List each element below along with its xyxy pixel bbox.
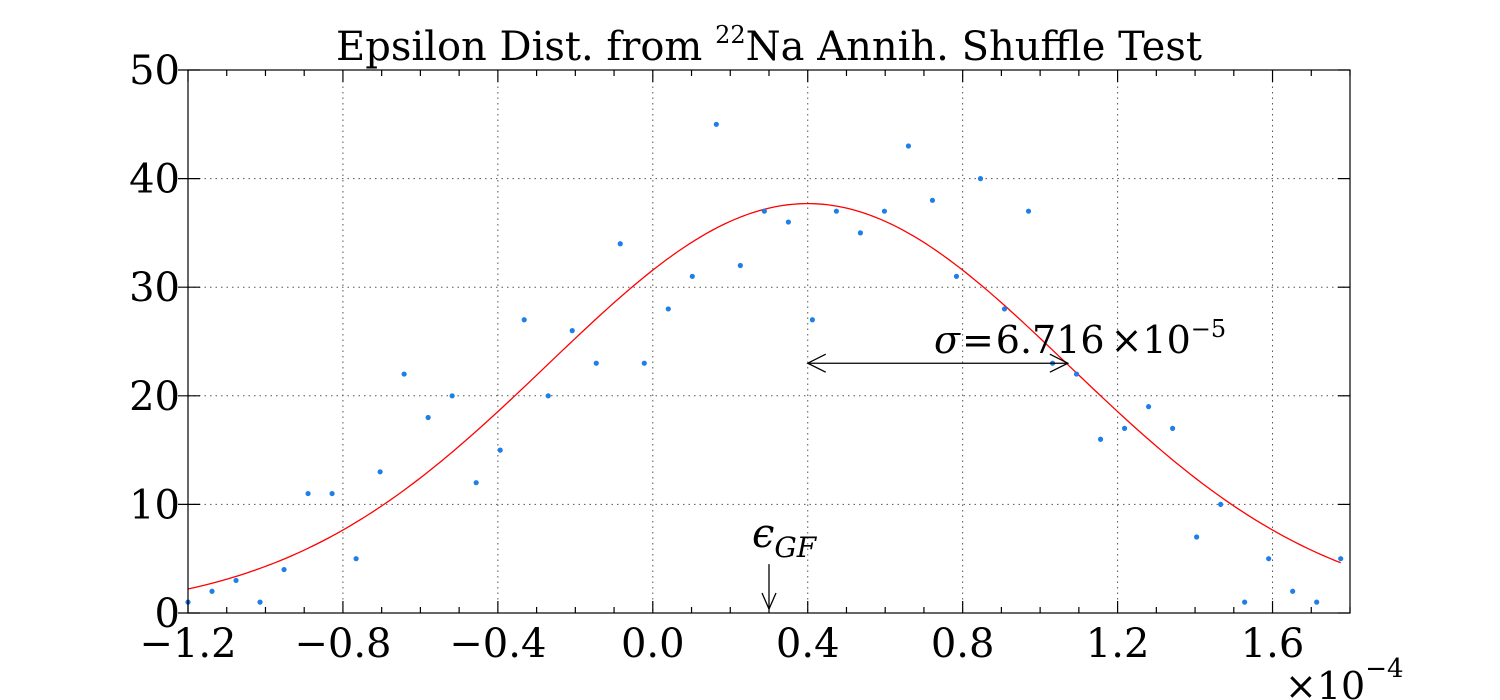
data-point <box>1097 436 1104 442</box>
x-tick-label: 0.8 <box>931 621 995 667</box>
data-point <box>1338 556 1344 562</box>
sigma-times: ×10 <box>1111 318 1191 362</box>
sigma-annotation-label: σ=6.716 ×10−5 <box>934 315 1226 362</box>
data-point <box>809 317 815 323</box>
chart-title-superscript: 22 <box>715 21 746 49</box>
data-point <box>569 328 575 334</box>
data-point <box>377 469 383 475</box>
epsilon-symbol: ϵ <box>752 511 774 557</box>
epsilon-gf-label: ϵGF <box>752 511 818 564</box>
data-point <box>1218 501 1224 507</box>
data-point <box>905 143 912 149</box>
sigma-symbol: σ <box>934 318 961 362</box>
x-tick-label: 1.2 <box>1086 621 1150 667</box>
data-point <box>545 393 551 399</box>
sigma-mantissa: 6.716 <box>996 318 1105 362</box>
x-tick-label: −0.4 <box>449 621 546 667</box>
sigma-exponent: −5 <box>1191 315 1226 343</box>
data-point <box>737 262 743 269</box>
data-point <box>233 577 239 584</box>
data-point <box>1242 599 1248 605</box>
grid-lines <box>188 70 1350 613</box>
x-tick-label: −1.2 <box>139 621 236 667</box>
data-point <box>1025 208 1032 214</box>
data-point <box>353 556 359 562</box>
data-point <box>1194 534 1200 540</box>
data-point <box>401 371 407 377</box>
axis-ticks <box>178 69 1351 614</box>
data-point <box>257 599 263 605</box>
data-point <box>713 121 719 127</box>
y-tick-label: 20 <box>129 374 180 420</box>
chart-title-prefix: Epsilon Dist. from <box>336 24 715 70</box>
x-scale-base: ×10 <box>1285 664 1365 700</box>
data-point <box>1073 371 1080 377</box>
y-tick-label: 0 <box>155 591 180 637</box>
data-point <box>1121 425 1128 431</box>
data-point <box>425 414 431 421</box>
data-point <box>881 208 888 214</box>
x-tick-label: −0.8 <box>294 621 391 667</box>
data-points <box>185 121 1344 605</box>
data-point <box>689 273 695 279</box>
x-scale-exponent: −4 <box>1365 654 1403 684</box>
data-point <box>593 360 599 366</box>
x-tick-label: 1.6 <box>1241 621 1305 667</box>
y-tick-label: 30 <box>129 265 180 311</box>
y-tick-label: 50 <box>129 48 180 94</box>
x-tick-label: 0.4 <box>776 621 840 667</box>
data-point <box>449 393 455 399</box>
data-point <box>977 176 984 182</box>
y-tick-label: 10 <box>129 482 180 528</box>
data-point <box>1170 425 1176 431</box>
data-point <box>497 447 503 453</box>
data-point <box>641 360 647 366</box>
data-point <box>305 490 311 497</box>
data-point <box>833 208 839 214</box>
data-point <box>857 230 864 236</box>
sigma-arrow-head-left <box>806 353 827 373</box>
data-point <box>329 490 335 497</box>
data-point <box>521 317 527 323</box>
data-point <box>953 273 960 279</box>
x-tick-label: 0.0 <box>621 621 685 667</box>
x-tick-labels: −1.2 −0.8 −0.4 0.0 0.4 0.8 1.2 1.6 <box>139 621 1304 667</box>
x-scale-multiplier: ×10−4 <box>1285 654 1404 700</box>
data-point <box>1266 556 1272 562</box>
chart-title: Epsilon Dist. from 22Na Annih. Shuffle T… <box>336 21 1202 70</box>
data-point <box>665 306 671 312</box>
sigma-equals: = <box>962 318 994 362</box>
sigma-arrow-head-right <box>1049 353 1070 373</box>
data-point <box>473 480 479 486</box>
data-point <box>1290 588 1296 594</box>
y-tick-labels: 0 10 20 30 40 50 <box>129 48 180 637</box>
y-tick-label: 40 <box>129 157 180 203</box>
chart-title-suffix: Na Annih. Shuffle Test <box>746 24 1202 70</box>
data-point <box>761 208 767 214</box>
data-point <box>617 241 623 247</box>
data-point <box>1001 306 1008 312</box>
epsilon-subscript: GF <box>774 531 817 564</box>
data-point <box>785 219 791 225</box>
data-point <box>281 566 287 573</box>
data-point <box>209 588 215 594</box>
data-point <box>929 197 936 203</box>
data-point <box>1314 599 1320 605</box>
data-point <box>1145 404 1152 410</box>
